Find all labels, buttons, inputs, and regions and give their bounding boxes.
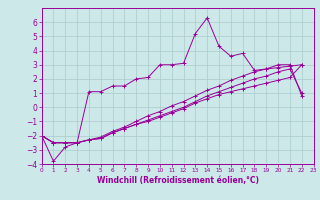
X-axis label: Windchill (Refroidissement éolien,°C): Windchill (Refroidissement éolien,°C) [97,176,259,185]
